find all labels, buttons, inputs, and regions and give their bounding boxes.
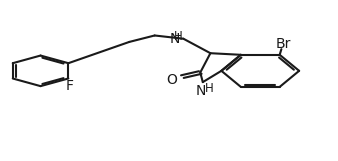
Text: O: O: [166, 73, 177, 87]
Text: H: H: [174, 30, 183, 43]
Text: H: H: [204, 82, 213, 95]
Text: Br: Br: [275, 37, 291, 51]
Text: N: N: [170, 32, 180, 46]
Text: F: F: [66, 79, 74, 93]
Text: N: N: [196, 84, 206, 98]
